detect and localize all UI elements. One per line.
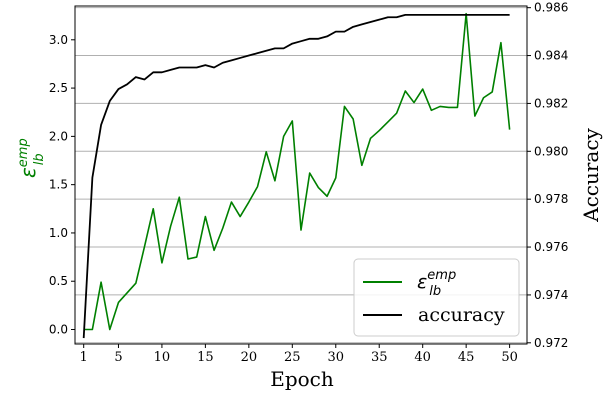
right-tick-label: 0.972	[534, 336, 568, 350]
left-tick-label: 2.5	[49, 81, 68, 95]
left-tick-label: 0.0	[49, 323, 68, 337]
left-tick-label: 3.0	[49, 33, 68, 47]
left-tick-label: 1.5	[49, 178, 68, 192]
x-tick-label: 30	[327, 350, 344, 365]
x-tick-label: 15	[197, 350, 214, 365]
x-tick-label: 35	[371, 350, 388, 365]
x-tick-label: 45	[458, 350, 475, 365]
right-tick-label: 0.976	[534, 240, 568, 254]
axis-ticks: 0.972 0.974 0.976 0.978 0.980 0.982 0.984 0.986…	[49, 1, 568, 365]
right-tick-label: 0.984	[534, 49, 568, 63]
left-tick-label: 1.0	[49, 226, 68, 240]
right-tick-label: 0.982	[534, 96, 568, 110]
x-tick-label: 40	[414, 350, 431, 365]
series-line-accuracy	[82, 13, 510, 339]
left-tick-label: 0.5	[49, 274, 68, 288]
legend-box	[353, 258, 520, 337]
x-axis-label: Epoch	[270, 367, 334, 391]
right-tick-label: 0.978	[534, 192, 568, 206]
left-tick-label: 2.0	[49, 129, 68, 143]
legend-label-accuracy: accuracy	[418, 304, 505, 326]
x-tick-label: 50	[501, 350, 518, 365]
series-line-epsilon	[83, 12, 511, 331]
right-tick-label: 0.986	[534, 1, 568, 15]
right-axis-label: Accuracy	[579, 127, 603, 222]
x-tick-label: 5	[114, 350, 122, 365]
right-tick-label: 0.974	[534, 288, 568, 302]
legend-label-emp: εemp lb	[417, 268, 456, 299]
right-tick-label: 0.980	[534, 144, 568, 158]
plot-frame	[74, 5, 528, 345]
x-tick-label: 25	[284, 350, 301, 365]
left-axis-label: εemplb	[16, 138, 47, 178]
x-tick-label: 10	[154, 350, 171, 365]
legend: εemp lb accuracy	[353, 258, 520, 337]
grid-lines	[75, 7, 527, 344]
x-tick-label: 20	[241, 350, 258, 365]
series-lines	[82, 12, 511, 339]
x-tick-label: 1	[80, 350, 88, 365]
